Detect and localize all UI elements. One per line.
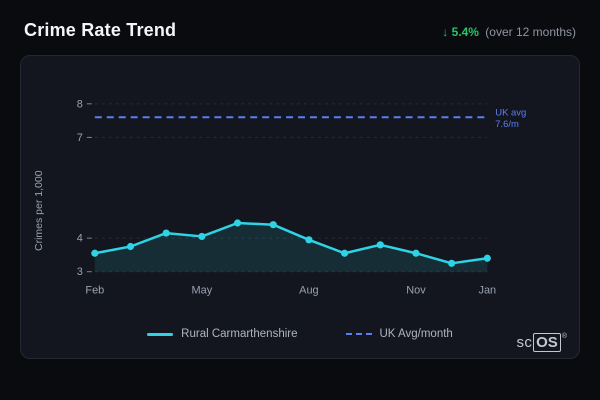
page-title: Crime Rate Trend <box>24 20 177 40</box>
legend-item-rural[interactable]: Rural Carmarthenshire <box>147 328 298 340</box>
data-point[interactable] <box>126 242 135 251</box>
data-point[interactable] <box>448 259 456 267</box>
y-tick-label: 7 <box>77 132 83 144</box>
x-tick-label: Aug <box>299 285 318 297</box>
data-point[interactable] <box>483 254 491 262</box>
solid-line-swatch-icon <box>147 332 174 336</box>
watermark-prefix: sc <box>516 333 533 351</box>
series-line <box>93 221 489 265</box>
x-tick-label: Feb <box>85 285 104 297</box>
data-point[interactable] <box>376 241 384 249</box>
y-tick-label: 3 <box>77 266 83 278</box>
uk-avg-annotation-line1: UK avg <box>495 107 526 118</box>
delta-value: 5.4% <box>451 25 479 39</box>
delta-badge: ↓ 5.4% (over 12 months) <box>442 25 576 39</box>
legend: Rural Carmarthenshire UK Avg/month <box>33 318 567 350</box>
data-point[interactable] <box>91 249 99 257</box>
down-arrow-icon: ↓ <box>442 25 449 39</box>
data-point[interactable] <box>269 221 277 229</box>
series-area <box>94 223 488 272</box>
data-point[interactable] <box>162 229 170 237</box>
uk-avg-annotation-line2: 7.6/m <box>495 119 519 130</box>
data-point[interactable] <box>233 219 242 227</box>
y-tick-label: 4 <box>77 233 83 245</box>
data-point[interactable] <box>305 236 313 244</box>
y-axis-label: Crimes per 1,000 <box>33 170 45 252</box>
delta-caption: (over 12 months) <box>485 25 576 39</box>
legend-item-uk-avg[interactable]: UK Avg/month <box>345 328 453 340</box>
chart-area: Crimes per 1,000 3 4 7 8 Feb May Aug Nov Jan UK a… <box>33 72 567 316</box>
dashed-line-swatch-icon <box>345 333 372 335</box>
chart-card: Crimes per 1,000 3 4 7 8 Feb May Aug Nov Jan UK a… <box>20 55 580 359</box>
x-tick-label: May <box>192 285 213 297</box>
x-tick-label: Jan <box>478 285 496 297</box>
header: Crime Rate Trend ↓ 5.4% (over 12 months) <box>0 0 600 53</box>
registered-mark: ® <box>561 332 567 340</box>
watermark-logo: sc OS ® <box>516 332 567 352</box>
legend-label: Rural Carmarthenshire <box>181 328 298 340</box>
data-point[interactable] <box>412 249 420 257</box>
data-point[interactable] <box>340 249 349 257</box>
legend-label: UK Avg/month <box>379 328 453 340</box>
x-tick-label: Nov <box>406 285 426 297</box>
watermark-boxed: OS <box>533 332 561 352</box>
data-point[interactable] <box>198 232 206 241</box>
y-tick-label: 8 <box>77 98 83 110</box>
